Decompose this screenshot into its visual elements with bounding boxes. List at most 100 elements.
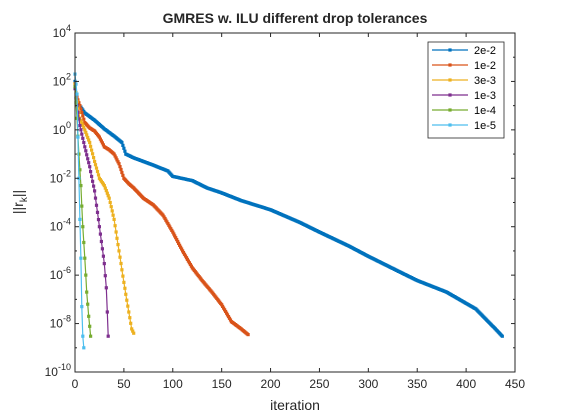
series-marker [182,252,187,256]
x-tick-label: 350 [407,377,427,391]
series-marker [221,304,225,308]
series-marker [86,302,90,306]
series-marker [181,251,186,255]
series-marker [118,255,122,259]
series-marker [82,125,86,130]
series-marker [84,130,88,134]
series-marker [168,225,172,229]
series-line [74,83,249,336]
series-marker [127,310,131,314]
series-line [74,74,85,348]
x-tick-label: 450 [505,377,525,391]
series-marker [74,101,78,105]
series-marker [92,184,96,188]
series-marker [78,168,82,172]
series-marker [107,196,111,200]
x-tick-label: 150 [212,377,232,391]
legend-swatch-marker [448,63,452,67]
series-marker [90,148,94,152]
series-marker [88,165,92,169]
series-marker [112,217,116,221]
series-marker [91,152,95,156]
series-marker [108,200,112,205]
y-tick-label: 10-6 [50,265,71,282]
legend-swatch-marker [448,93,452,97]
series-marker [128,316,132,320]
series-marker [165,220,169,224]
series-marker [119,261,123,266]
series-marker [102,184,106,188]
plot-series-group [73,72,504,350]
y-tick-label: 104 [53,23,71,40]
series-marker [115,236,119,240]
series-marker [80,305,84,309]
series-marker [94,166,99,170]
series-marker [86,135,90,140]
series-marker [103,186,107,190]
series-marker [124,292,128,296]
series-marker [500,334,504,338]
series-2e-2 [73,79,504,338]
series-marker [121,274,125,278]
series-3e-3 [73,82,136,335]
series-marker [104,189,108,193]
series-marker [91,179,95,183]
series-marker [116,160,120,164]
series-marker [226,315,231,319]
x-tick-label: 300 [358,377,378,391]
y-tick-label: 100 [53,120,71,137]
x-tick-label: 100 [163,377,183,391]
series-marker [82,117,86,121]
series-marker [223,308,227,312]
series-marker [96,173,101,177]
series-marker [123,286,127,290]
series-marker [84,273,88,277]
series-marker [79,107,83,111]
series-marker [171,230,175,234]
series-marker [122,280,126,284]
series-marker [132,331,136,335]
series-marker [80,132,84,136]
series-marker [88,140,92,145]
series-marker [83,256,87,260]
series-marker [121,173,125,177]
series-marker [79,256,83,260]
series-marker [81,225,85,229]
series-marker [167,223,171,227]
series-marker [222,306,226,310]
series-marker [112,152,116,156]
series-marker [121,143,125,147]
legend-label: 2e-2 [474,45,496,57]
series-marker [98,137,102,141]
series-marker [89,170,93,174]
series-marker [77,117,81,121]
series-marker [225,311,229,315]
y-tick-label: 10-10 [45,362,71,379]
series-marker [93,196,98,200]
series-marker [101,143,105,147]
series-marker [101,254,105,258]
series-marker [120,170,124,175]
series-marker [181,249,185,253]
x-tick-label: 200 [261,377,281,391]
legend: 2e-2 1e-2 3e-3 1e-3 1e-4 1e-5 [427,41,505,139]
series-marker [99,139,103,143]
legend-swatch-marker [448,48,452,52]
series-marker [89,144,93,148]
series-marker [81,123,85,127]
series-marker [175,238,179,242]
series-marker [93,189,97,193]
series-marker [86,157,90,161]
series-marker [122,146,126,150]
series-marker [75,92,79,96]
series-marker [125,298,129,302]
series-marker [111,213,115,217]
series-marker [105,310,109,314]
series-marker [97,225,101,229]
series-marker [88,324,92,328]
x-tick-label: 50 [117,377,131,391]
x-tick-label: 0 [72,377,79,391]
series-marker [185,257,189,261]
legend-label: 1e-2 [474,60,496,72]
series-marker [176,239,180,244]
